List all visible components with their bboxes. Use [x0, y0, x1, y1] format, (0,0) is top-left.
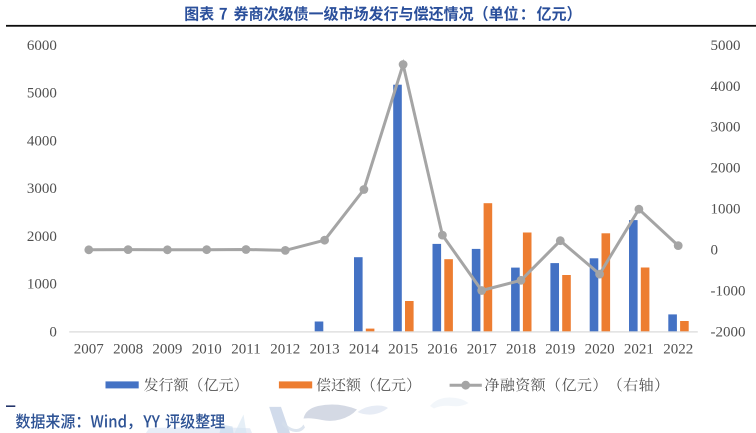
svg-text:4000: 4000: [27, 133, 57, 149]
svg-text:-2000: -2000: [711, 324, 746, 340]
svg-text:3000: 3000: [711, 120, 741, 136]
svg-text:2010: 2010: [192, 341, 222, 357]
svg-text:2016: 2016: [427, 341, 458, 357]
svg-text:2000: 2000: [711, 161, 741, 177]
svg-text:1000: 1000: [27, 277, 57, 293]
svg-text:2019: 2019: [545, 341, 575, 357]
svg-text:1000: 1000: [711, 202, 741, 218]
svg-text:2000: 2000: [27, 229, 57, 245]
svg-text:2013: 2013: [310, 341, 340, 357]
svg-text:2008: 2008: [113, 341, 143, 357]
svg-text:2009: 2009: [152, 341, 182, 357]
svg-text:2015: 2015: [388, 341, 418, 357]
svg-text:5000: 5000: [711, 38, 741, 54]
svg-text:0: 0: [711, 242, 719, 258]
svg-text:2020: 2020: [585, 341, 615, 357]
svg-text:2022: 2022: [663, 341, 693, 357]
svg-text:2011: 2011: [231, 341, 260, 357]
svg-text:2012: 2012: [270, 341, 300, 357]
svg-text:-1000: -1000: [711, 283, 746, 299]
svg-text:2021: 2021: [624, 341, 654, 357]
svg-text:0: 0: [49, 324, 57, 340]
svg-text:2018: 2018: [506, 341, 536, 357]
svg-text:3000: 3000: [27, 181, 57, 197]
svg-text:4000: 4000: [711, 79, 741, 95]
svg-text:5000: 5000: [27, 86, 57, 102]
svg-text:6000: 6000: [27, 38, 57, 54]
svg-text:2014: 2014: [349, 341, 380, 357]
svg-text:2017: 2017: [467, 341, 498, 357]
svg-text:2007: 2007: [74, 341, 105, 357]
